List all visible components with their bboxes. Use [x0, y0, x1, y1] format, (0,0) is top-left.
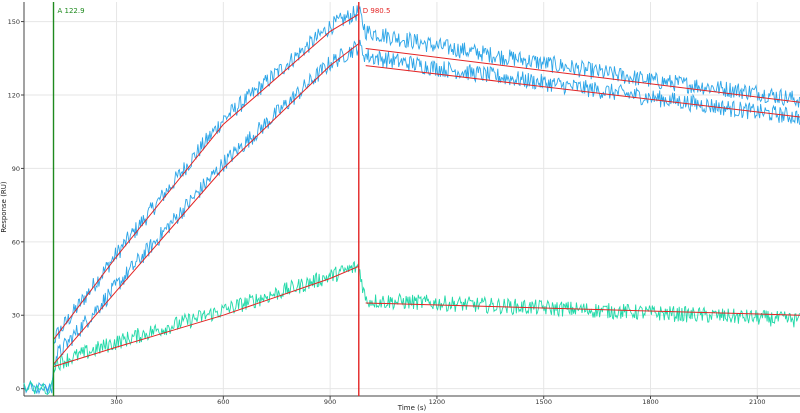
grid-lines	[24, 2, 800, 396]
fit-line-3-association	[53, 265, 359, 368]
response-series-3	[23, 260, 800, 395]
marker-label-0: A 122.9	[58, 7, 85, 15]
axes	[23, 2, 800, 397]
x-tick-label-4: 1500	[535, 398, 552, 406]
fit-lines	[53, 13, 800, 368]
y-axis-label: Response (RU)	[0, 181, 8, 233]
fit-line-1-dissociation	[365, 48, 800, 103]
event-markers: A 122.9 D 980.5	[52, 2, 391, 396]
x-axis-label: Time (s)	[397, 404, 427, 412]
x-tick-labels: 300 600 900 1200 1500 1800 2100	[110, 396, 766, 406]
y-tick-labels: 0 30 60 90 120 150	[8, 18, 24, 393]
fit-line-2-dissociation	[365, 65, 800, 118]
response-series-1	[23, 5, 800, 394]
y-tick-label-2: 60	[12, 238, 20, 246]
series-lines	[23, 5, 800, 395]
fit-line-2-association	[53, 43, 360, 365]
fit-line-3-dissociation	[365, 302, 800, 316]
x-tick-label-1: 600	[217, 398, 229, 406]
y-tick-label-4: 120	[8, 91, 20, 99]
y-tick-label-1: 30	[12, 312, 20, 320]
y-tick-label-3: 90	[12, 165, 20, 173]
x-tick-label-0: 300	[110, 398, 122, 406]
x-tick-label-5: 1800	[642, 398, 659, 406]
response-series-2	[23, 39, 800, 395]
x-tick-label-2: 900	[324, 398, 336, 406]
y-tick-label-0: 0	[16, 385, 20, 393]
marker-label-1: D 980.5	[363, 7, 391, 15]
x-tick-label-6: 2100	[749, 398, 766, 406]
y-tick-label-5: 150	[8, 18, 20, 26]
fit-line-1-association	[53, 13, 360, 341]
x-tick-label-3: 1200	[429, 398, 446, 406]
